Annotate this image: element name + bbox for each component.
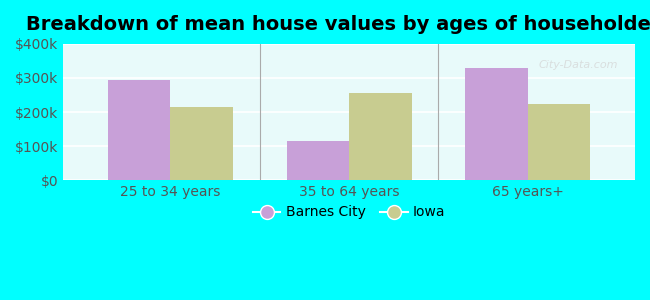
Bar [465, 68, 528, 180]
Bar [108, 80, 170, 180]
Legend: Barnes City, Iowa: Barnes City, Iowa [247, 200, 451, 225]
Title: Breakdown of mean house values by ages of householders: Breakdown of mean house values by ages o… [26, 15, 650, 34]
Bar [349, 93, 411, 180]
Bar [528, 103, 590, 180]
Bar [170, 107, 233, 180]
Bar [287, 141, 349, 180]
Text: City-Data.com: City-Data.com [538, 60, 618, 70]
